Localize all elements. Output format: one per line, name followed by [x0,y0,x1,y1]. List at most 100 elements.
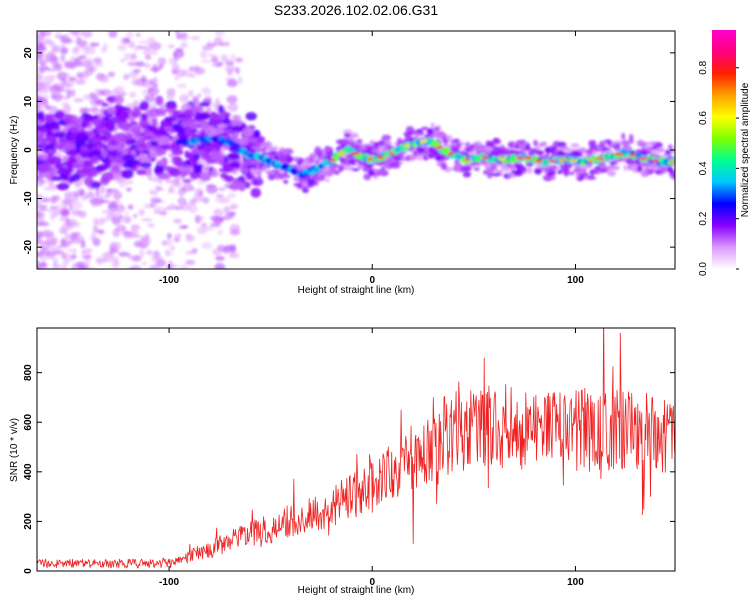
heatmap-cell [630,164,638,171]
heatmap-cell [179,202,192,211]
heatmap-cell [73,58,82,67]
heatmap-cell [347,136,354,142]
heatmap-cell [190,36,201,41]
heatmap-cell [192,194,205,203]
heatmap-cell [124,38,130,43]
heatmap-cell [97,77,106,81]
heatmap-cell [452,138,460,143]
x-tick-label: 0 [369,275,375,286]
heatmap-cell [53,131,66,139]
heatmap-cell [515,156,524,160]
heatmap-cell [127,204,134,210]
heatmap-cell [558,158,568,162]
heatmap-cell [168,168,181,177]
heatmap-cell [49,123,61,131]
heatmap-cell [155,95,164,106]
heatmap-cell [550,174,556,181]
heatmap-cell [111,216,121,225]
heatmap-cell [218,187,226,191]
heatmap-cell [594,166,602,170]
heatmap-cell [61,265,68,269]
heatmap-cell [168,186,175,194]
heatmap-cell [242,127,254,138]
heatmap-cell [54,62,63,72]
heatmap-cell [109,210,122,218]
heatmap-cell [309,153,317,160]
heatmap-cell [440,163,448,170]
heatmap-cell [92,238,101,247]
heatmap-cell [150,197,162,204]
heatmap-cell [215,256,225,262]
heatmap-cell [575,174,580,179]
heatmap-cell [60,54,66,63]
heatmap-cell [255,141,262,148]
heatmap-cell [325,150,333,157]
heatmap-cell [655,169,661,175]
heatmap-cell [648,164,659,169]
heatmap-cell [215,61,223,68]
heatmap-cell [139,100,150,111]
heatmap-cell [101,252,112,259]
heatmap-cell [84,176,94,187]
heatmap-cell [37,178,43,183]
x-tick-label: -100 [159,275,179,286]
heatmap-cell [447,152,455,156]
heatmap-cell [492,146,501,150]
heatmap-cell [298,157,305,164]
heatmap-cell [43,229,51,235]
heatmap-cell [214,263,226,269]
heatmap-cell [91,155,100,161]
heatmap-cell [487,173,493,179]
heatmap-cell [227,193,237,198]
y-tick-label: -20 [23,239,34,254]
heatmap-cell [230,204,236,211]
heatmap-cell [231,125,243,133]
x-tick-label: 100 [567,275,584,286]
heatmap-cell [212,42,217,47]
heatmap-cell [159,210,168,216]
heatmap-cell [73,98,84,103]
heatmap-cell [106,106,116,115]
heatmap-cell [609,160,617,165]
heatmap-cell [530,148,539,154]
heatmap-cell [47,208,57,213]
heatmap-cell [134,61,145,67]
heatmap-cell [143,45,153,51]
heatmap-cell [127,116,134,121]
heatmap-cell [340,138,350,144]
heatmap-cell [179,191,184,198]
heatmap-cell [390,163,401,169]
heatmap-cell [39,46,47,51]
heatmap-cell [65,79,75,88]
heatmap-cell [116,204,126,213]
heatmap-cell [80,121,88,128]
heatmap-cell [490,163,497,171]
heatmap-cell [526,170,533,174]
heatmap-cell [76,262,85,268]
heatmap-cell [182,178,192,184]
heatmap-cell [244,181,251,189]
heatmap-cell [209,222,222,228]
heatmap-cell [241,162,248,172]
heatmap-cell [123,134,133,140]
colorbar-axes: 0.0 0.2 0.4 0.6 0.8 [698,60,739,276]
heatmap-cell [39,31,52,37]
heatmap-cell [192,164,202,173]
heatmap-cell [636,165,643,172]
heatmap-cell [187,90,194,97]
heatmap-cell [640,170,649,177]
heatmap-cell [59,216,70,222]
heatmap-cell [592,151,598,155]
heatmap-cell [37,53,43,59]
heatmap-cell [435,145,444,149]
heatmap-cell [206,40,212,48]
heatmap-cell [192,96,200,106]
heatmap-cell [49,85,62,95]
heatmap-cell [119,58,127,63]
heatmap-cell [42,82,52,91]
heatmap-cell [133,213,138,219]
heatmap-cell [404,133,413,139]
heatmap-cell [214,31,225,37]
figure-title: S233.2026.102.02.06.G31 [274,2,438,18]
heatmap-cell [149,140,158,147]
